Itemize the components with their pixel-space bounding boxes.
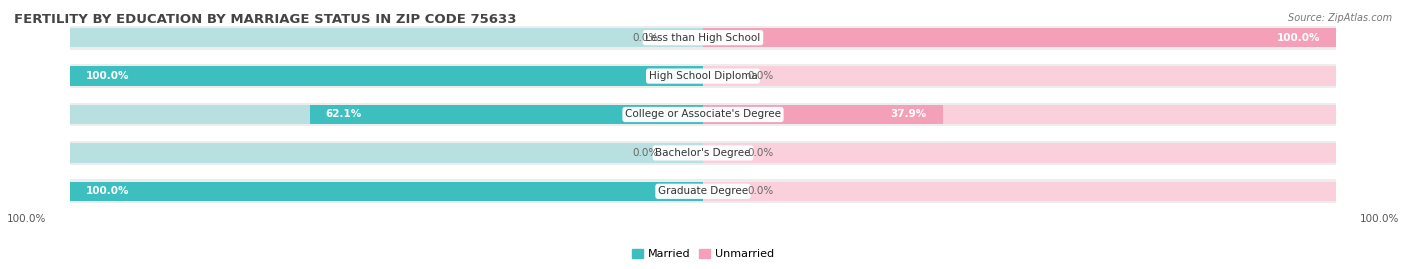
- Bar: [70, 28, 703, 47]
- Bar: [703, 102, 1336, 126]
- Text: 62.1%: 62.1%: [326, 109, 363, 119]
- Bar: [70, 182, 703, 201]
- Bar: [70, 105, 703, 124]
- Bar: [703, 182, 1336, 201]
- Bar: [703, 64, 1336, 88]
- Text: FERTILITY BY EDUCATION BY MARRIAGE STATUS IN ZIP CODE 75633: FERTILITY BY EDUCATION BY MARRIAGE STATU…: [14, 13, 516, 26]
- Text: 100.0%: 100.0%: [86, 71, 129, 81]
- Bar: [703, 105, 943, 124]
- Bar: [703, 105, 1336, 124]
- Bar: [703, 28, 1336, 47]
- Bar: [70, 66, 703, 86]
- Text: 100.0%: 100.0%: [7, 214, 46, 224]
- Text: 0.0%: 0.0%: [748, 186, 773, 196]
- Bar: [70, 141, 703, 165]
- Bar: [70, 182, 703, 201]
- Text: 0.0%: 0.0%: [633, 33, 658, 43]
- Bar: [703, 28, 1336, 47]
- Bar: [703, 66, 1336, 86]
- Text: 100.0%: 100.0%: [1360, 214, 1399, 224]
- Bar: [70, 143, 703, 163]
- Legend: Married, Unmarried: Married, Unmarried: [627, 245, 779, 264]
- Text: Less than High School: Less than High School: [645, 33, 761, 43]
- Bar: [311, 105, 703, 124]
- Bar: [70, 26, 703, 49]
- Text: Source: ZipAtlas.com: Source: ZipAtlas.com: [1288, 13, 1392, 23]
- Text: 100.0%: 100.0%: [1277, 33, 1320, 43]
- Text: High School Diploma: High School Diploma: [648, 71, 758, 81]
- Text: College or Associate's Degree: College or Associate's Degree: [626, 109, 780, 119]
- Text: 0.0%: 0.0%: [748, 148, 773, 158]
- Bar: [70, 179, 703, 203]
- Text: 100.0%: 100.0%: [86, 186, 129, 196]
- Text: 0.0%: 0.0%: [748, 71, 773, 81]
- Text: 0.0%: 0.0%: [633, 148, 658, 158]
- Bar: [70, 64, 703, 88]
- Bar: [703, 26, 1336, 49]
- Text: Graduate Degree: Graduate Degree: [658, 186, 748, 196]
- Bar: [70, 102, 703, 126]
- Bar: [70, 66, 703, 86]
- Bar: [703, 179, 1336, 203]
- Bar: [703, 143, 1336, 163]
- Bar: [703, 141, 1336, 165]
- Text: 37.9%: 37.9%: [891, 109, 927, 119]
- Text: Bachelor's Degree: Bachelor's Degree: [655, 148, 751, 158]
